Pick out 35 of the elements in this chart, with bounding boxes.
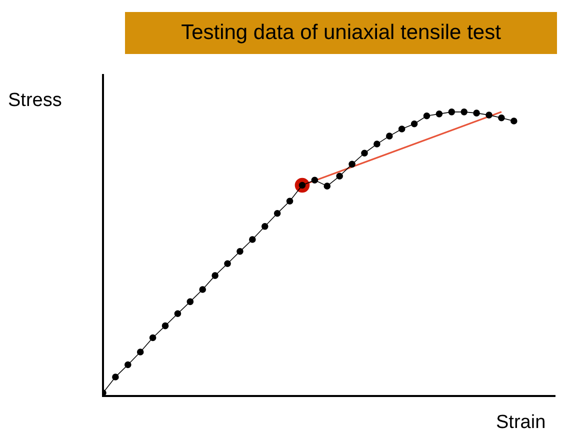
point [336,172,343,180]
point [261,223,268,230]
chart-title: Testing data of uniaxial tensile test [125,12,557,54]
point [498,114,505,122]
point [423,112,430,120]
x-axis-title: Strain [496,412,546,434]
point [124,361,132,368]
point [186,298,194,306]
point [162,322,169,330]
point [224,260,231,268]
point [436,110,443,118]
point [510,118,518,124]
point [149,334,156,342]
point [311,176,318,184]
point [112,374,119,380]
point [386,132,393,140]
point [460,108,468,116]
point [199,286,206,293]
point [174,310,182,318]
point [398,126,406,132]
point [286,198,294,205]
y-axis-title: Stress [8,90,62,112]
point [361,150,368,157]
point [473,110,480,116]
point [348,160,356,168]
point [249,236,256,243]
point [486,112,492,118]
point [374,140,380,148]
point [324,182,331,190]
point [448,108,456,116]
point [136,348,144,356]
point [212,272,218,279]
point [236,248,244,255]
point [274,210,281,217]
point [410,120,418,128]
